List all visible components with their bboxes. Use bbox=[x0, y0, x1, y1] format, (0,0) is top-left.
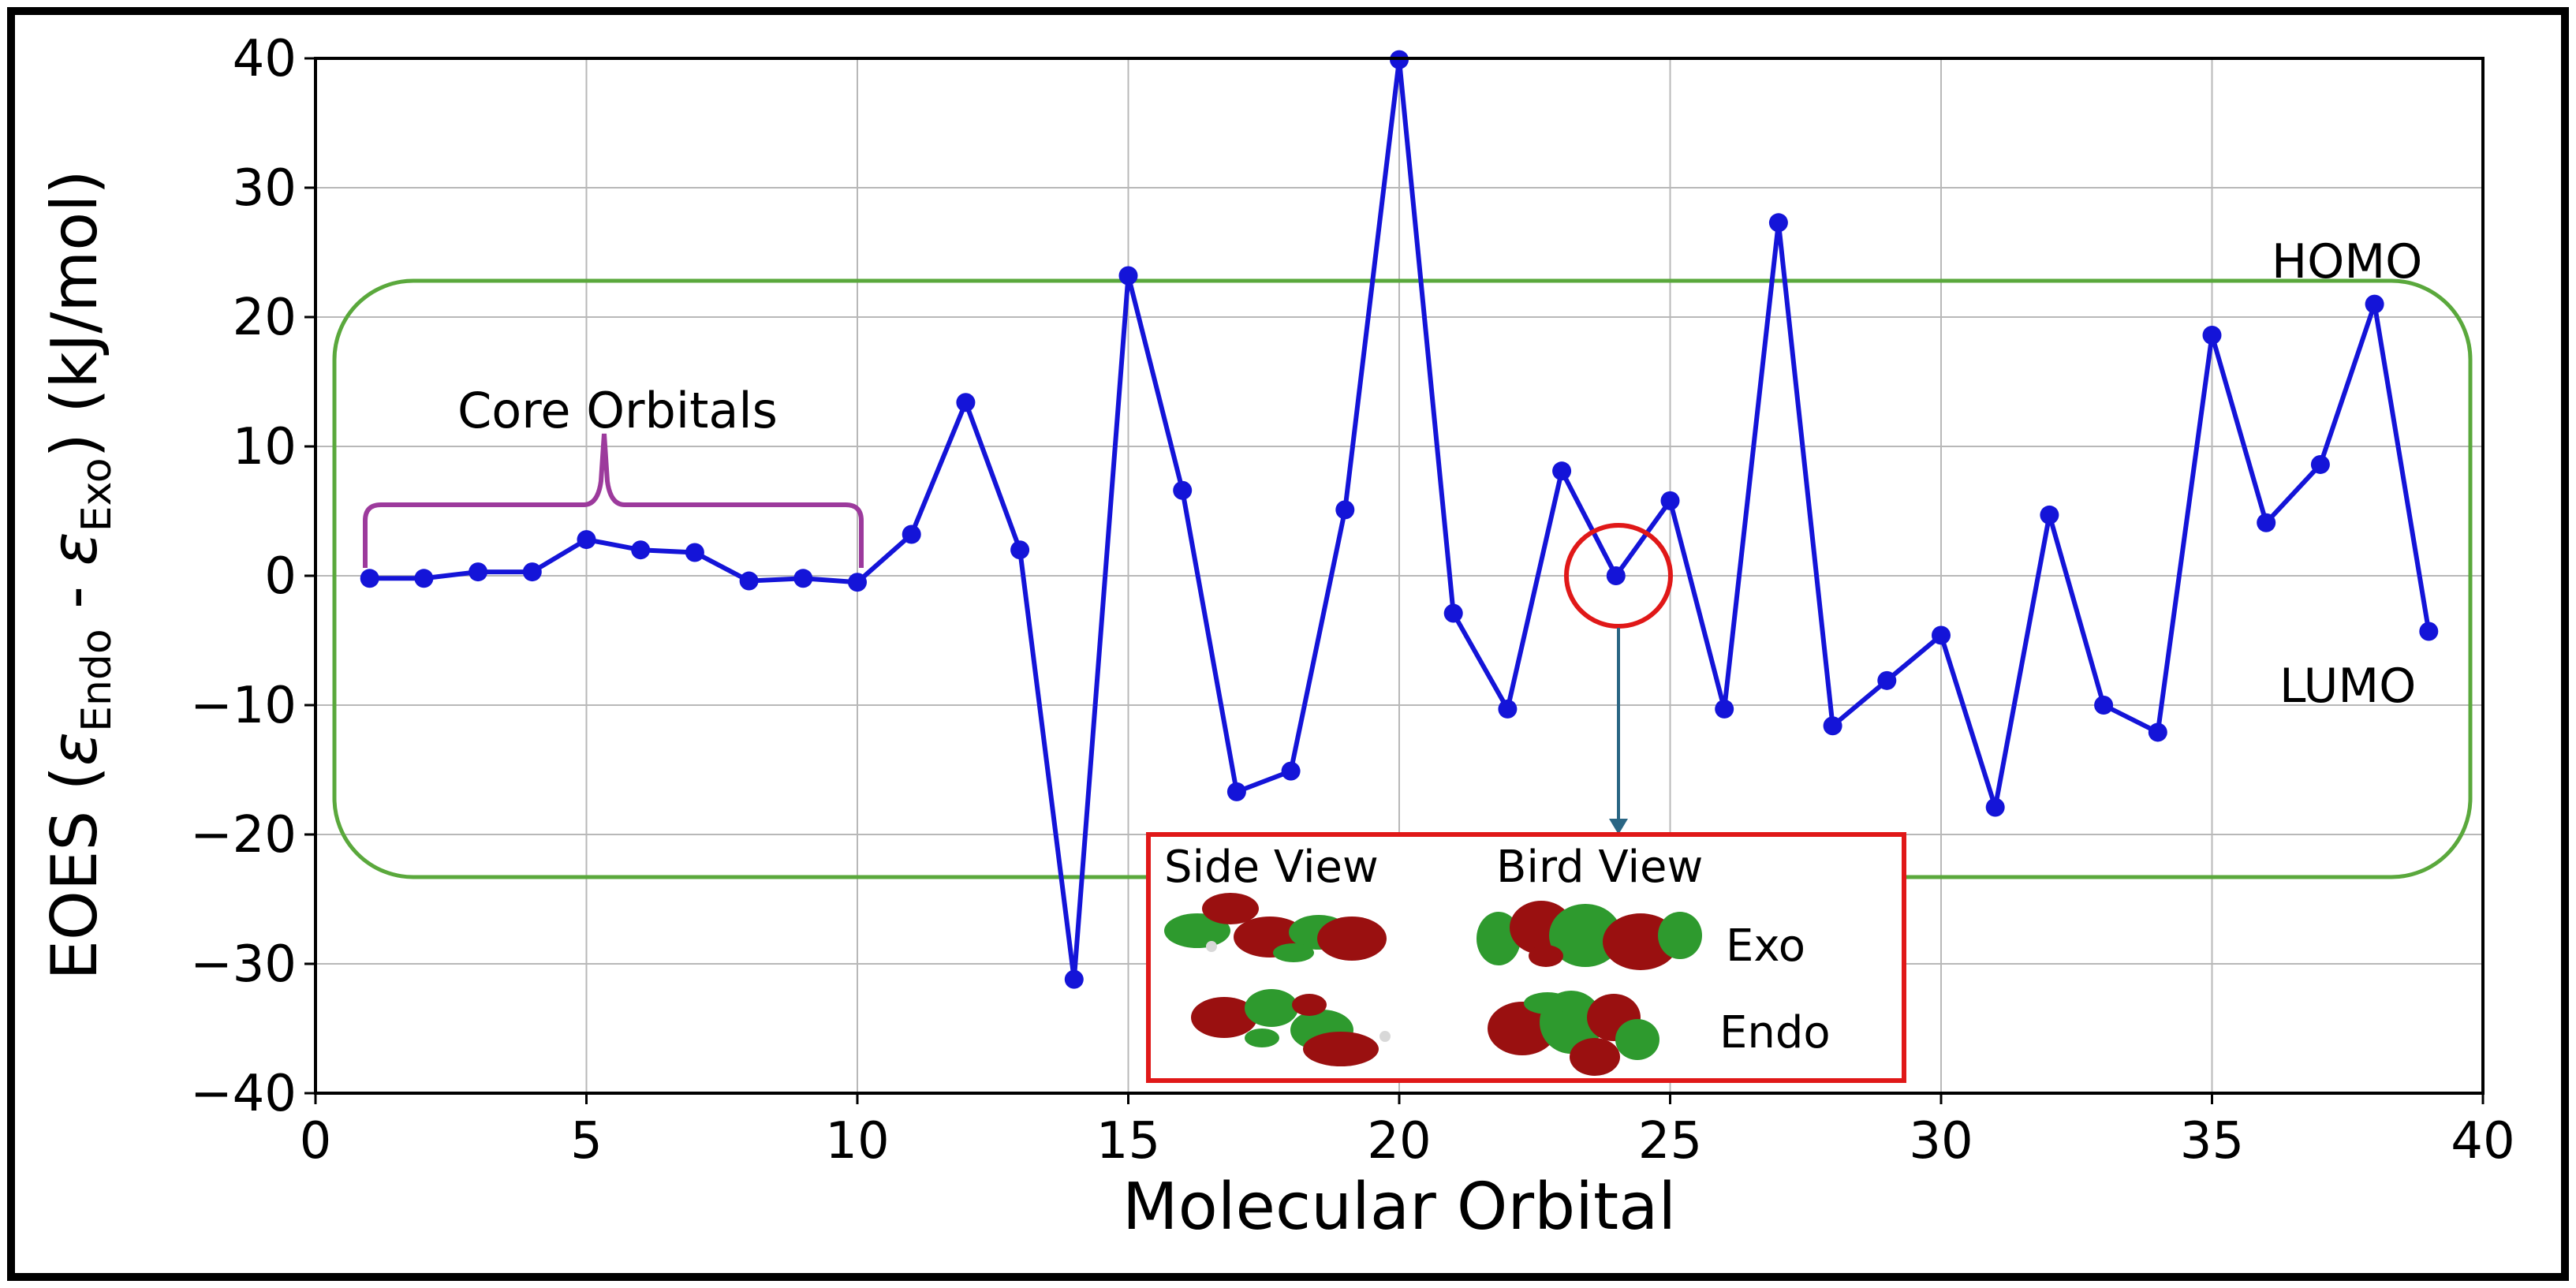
orbital-inset: Side View Bird View Exo Endo bbox=[1146, 832, 1906, 1083]
x-tick-label: 5 bbox=[570, 1112, 603, 1170]
data-point bbox=[1660, 491, 1680, 510]
homo-label: HOMO bbox=[2272, 234, 2422, 289]
x-tick-label: 25 bbox=[1638, 1112, 1702, 1170]
data-point bbox=[2148, 722, 2167, 742]
data-point bbox=[1877, 670, 1897, 690]
data-point bbox=[360, 569, 379, 588]
data-point bbox=[2419, 622, 2439, 641]
y-tick-label: −40 bbox=[190, 1065, 297, 1123]
data-point bbox=[1552, 461, 1572, 481]
data-point bbox=[2040, 505, 2059, 525]
endo-bird-view-orbital bbox=[1488, 991, 1659, 1076]
x-tick-label: 40 bbox=[2451, 1112, 2514, 1170]
y-tick-label: 40 bbox=[233, 30, 297, 88]
x-tick-label: 30 bbox=[1909, 1112, 1973, 1170]
x-tick-label: 15 bbox=[1096, 1112, 1160, 1170]
axis-ticks: 0 5 10 15 20 25 30 35 40 −40 −30 −20 −10 0 10 20 30 40 bbox=[190, 30, 2515, 1170]
data-point bbox=[793, 569, 813, 588]
y-tick-label: −20 bbox=[190, 806, 297, 864]
endo-label: Endo bbox=[1719, 1007, 1831, 1058]
data-point bbox=[1498, 699, 1518, 719]
lumo-label: LUMO bbox=[2279, 659, 2416, 714]
exo-bird-view-orbital bbox=[1477, 901, 1702, 970]
data-point bbox=[469, 562, 488, 582]
y-axis-label-minus: - bbox=[38, 566, 111, 629]
y-tick-label: −10 bbox=[190, 677, 297, 735]
inset-arrow-head bbox=[1609, 819, 1628, 834]
data-point bbox=[2094, 696, 2114, 715]
x-tick-label: 0 bbox=[300, 1112, 332, 1170]
y-axis-label-suffix: ) (kJ/mol) bbox=[38, 170, 111, 457]
y-axis-label: EOES (εEndo - εExo) (kJ/mol) bbox=[38, 170, 121, 980]
data-point bbox=[1226, 782, 1246, 801]
y-tick-label: 10 bbox=[233, 418, 297, 476]
y-tick-label: 30 bbox=[233, 159, 297, 218]
core-orbitals-label: Core Orbitals bbox=[457, 382, 778, 439]
data-point bbox=[848, 573, 867, 592]
y-tick-label: −30 bbox=[190, 935, 297, 994]
y-axis-label-sub1: Endo bbox=[73, 629, 121, 732]
highlight-circle bbox=[1564, 523, 1673, 629]
data-point bbox=[1443, 603, 1463, 623]
x-tick-label: 10 bbox=[825, 1112, 889, 1170]
data-point bbox=[1606, 566, 1626, 585]
data-point bbox=[1823, 716, 1842, 736]
data-point bbox=[1281, 761, 1301, 781]
y-tick-label: 20 bbox=[233, 289, 297, 347]
data-point bbox=[902, 525, 921, 544]
endo-side-view-orbital bbox=[1191, 989, 1391, 1066]
y-tick-label: 0 bbox=[264, 547, 297, 606]
exo-side-view-orbital bbox=[1164, 893, 1387, 962]
data-point bbox=[739, 571, 759, 591]
data-point bbox=[1985, 797, 2005, 817]
data-point bbox=[1932, 625, 1951, 645]
side-view-label: Side View bbox=[1164, 842, 1379, 893]
data-point bbox=[2202, 325, 2222, 345]
data-point bbox=[1173, 480, 1193, 500]
data-point bbox=[522, 562, 542, 582]
data-point bbox=[1064, 969, 1084, 989]
data-point bbox=[2310, 454, 2330, 474]
data-point bbox=[2365, 294, 2384, 314]
exo-label: Exo bbox=[1726, 920, 1805, 972]
core-orbitals-bracket bbox=[363, 433, 864, 568]
x-axis-label: Molecular Orbital bbox=[1122, 1170, 1676, 1245]
data-point bbox=[1715, 699, 1734, 719]
data-point bbox=[1118, 266, 1138, 286]
data-point bbox=[2257, 513, 2276, 532]
data-point bbox=[414, 569, 434, 588]
data-point bbox=[1768, 213, 1788, 233]
y-axis-label-prefix: EOES ( bbox=[38, 766, 111, 980]
x-tick-label: 35 bbox=[2180, 1112, 2244, 1170]
data-point bbox=[685, 543, 704, 562]
figure-frame bbox=[7, 7, 2569, 1281]
data-point bbox=[577, 530, 596, 550]
y-axis-label-symbol: ε bbox=[38, 732, 111, 766]
data-point bbox=[1010, 540, 1030, 560]
data-point bbox=[631, 540, 651, 560]
bird-view-label: Bird View bbox=[1496, 842, 1703, 893]
y-axis-label-sub2: Exo bbox=[73, 457, 121, 532]
data-point bbox=[1335, 500, 1355, 520]
data-point bbox=[956, 393, 976, 413]
y-axis-label-symbol-2: ε bbox=[38, 532, 111, 566]
x-tick-label: 20 bbox=[1367, 1112, 1431, 1170]
